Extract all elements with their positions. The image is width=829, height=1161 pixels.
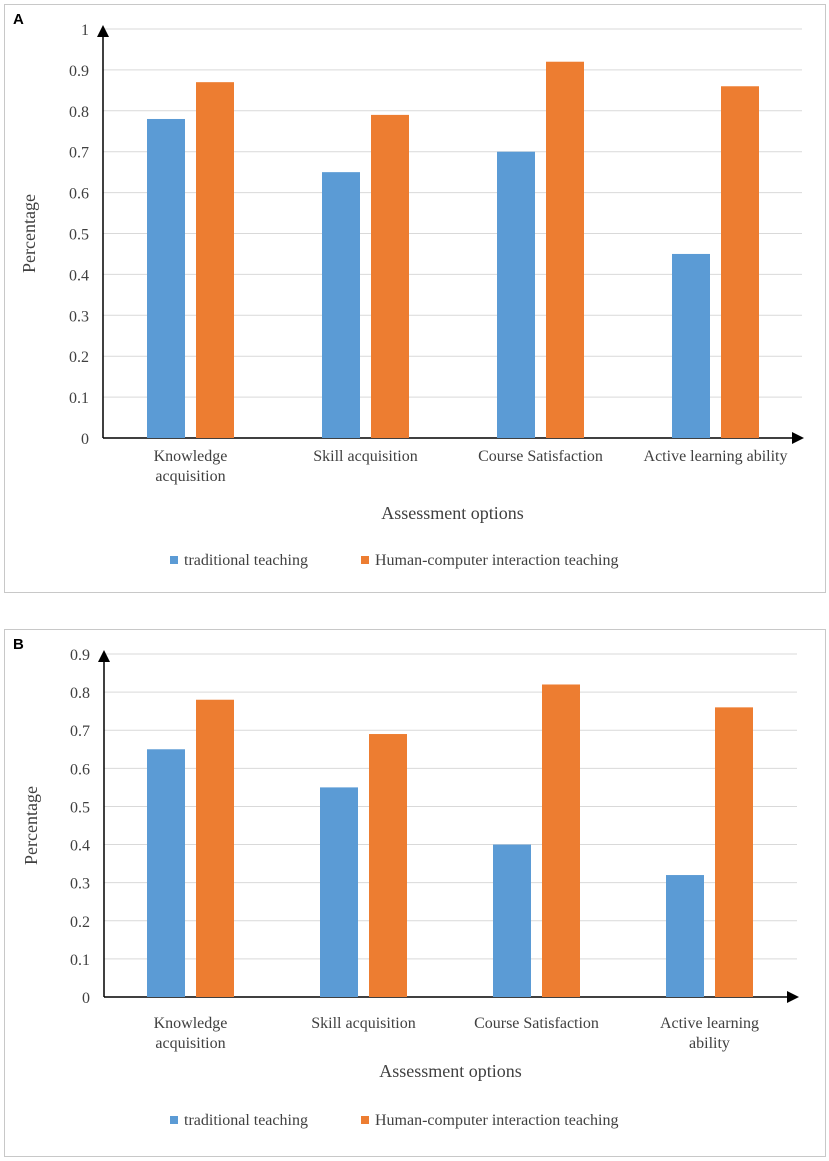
bar-b-s1-c0 xyxy=(196,699,234,997)
legend-swatch-a-s1 xyxy=(361,556,369,564)
bar-b-s0-c3 xyxy=(666,875,704,997)
legend-label-b-s1: Human-computer interaction teaching xyxy=(375,1112,618,1129)
y-tick-label-b: 0.8 xyxy=(70,685,90,702)
bar-a-s0-c3 xyxy=(672,253,710,438)
bar-b-s1-c2 xyxy=(542,684,580,997)
y-tick-label-b: 0.9 xyxy=(70,647,90,664)
x-category-label-b: ability xyxy=(689,1035,730,1052)
x-axis-title-b: Assessment options xyxy=(379,1061,522,1081)
x-category-label-a: acquisition xyxy=(155,468,225,485)
bar-a-s1-c1 xyxy=(371,114,409,438)
bar-a-s1-c3 xyxy=(721,86,759,438)
y-tick-label-b: 0.5 xyxy=(70,799,90,816)
x-category-label-b: Skill acquisition xyxy=(311,1015,415,1032)
bar-a-s1-c0 xyxy=(196,82,234,439)
y-tick-label-a: 0.4 xyxy=(69,267,89,284)
x-category-label-a: Course Satisfaction xyxy=(478,448,603,465)
bar-a-s0-c2 xyxy=(497,151,535,438)
x-axis-arrow-a xyxy=(792,432,804,444)
y-axis-arrow-b xyxy=(98,650,110,662)
x-axis-title-a: Assessment options xyxy=(381,503,524,523)
y-tick-label-b: 0.7 xyxy=(70,723,90,740)
x-category-label-b: acquisition xyxy=(155,1035,225,1052)
y-tick-label-a: 0.1 xyxy=(69,390,89,407)
chart-a-svg: 0 0.1 0.2 0.3 0.4 0.5 0.6 0.7 0.8 0.9 1 Knowledge ac… xyxy=(19,22,804,569)
chart-panel-a: A 0 0.1 0.2 0.3 0.4 0.5 0.6 0.7 0.8 0.9 1 Knowledge… xyxy=(4,4,826,593)
legend-swatch-b-s0 xyxy=(170,1116,178,1124)
y-tick-label-a: 0 xyxy=(81,431,89,448)
y-tick-label-a: 0.8 xyxy=(69,104,89,121)
panel-label-a: A xyxy=(13,11,24,28)
bar-b-s0-c0 xyxy=(147,749,185,997)
legend-label-a-s1: Human-computer interaction teaching xyxy=(375,552,618,569)
y-tick-label-b: 0 xyxy=(82,990,90,1007)
bar-a-s0-c0 xyxy=(147,118,185,438)
y-tick-label-a: 0.2 xyxy=(69,349,89,366)
bar-a-s1-c2 xyxy=(546,61,584,438)
x-category-label-a: Skill acquisition xyxy=(313,448,417,465)
bar-b-s0-c2 xyxy=(493,844,531,997)
y-axis-arrow-a xyxy=(97,25,109,37)
panel-label-b: B xyxy=(13,636,24,653)
y-tick-label-a: 0.7 xyxy=(69,145,89,162)
x-category-label-a: Active learning ability xyxy=(644,448,788,465)
x-category-label-b: Active learning xyxy=(660,1015,759,1032)
y-tick-label-b: 0.2 xyxy=(70,914,90,931)
y-tick-label-a: 0.6 xyxy=(69,186,89,203)
y-tick-label-a: 0.3 xyxy=(69,308,89,325)
y-tick-label-b: 0.1 xyxy=(70,952,90,969)
x-category-label-b: Course Satisfaction xyxy=(474,1015,599,1032)
chart-b-svg: 0 0.1 0.2 0.3 0.4 0.5 0.6 0.7 0.8 0.9 Knowledge acq… xyxy=(21,647,799,1129)
bar-a-s0-c1 xyxy=(322,172,360,438)
y-axis-title-a: Percentage xyxy=(19,194,39,273)
x-category-label-b: Knowledge xyxy=(154,1015,228,1032)
legend-label-b-s0: traditional teaching xyxy=(184,1112,308,1129)
bar-b-s0-c1 xyxy=(320,787,358,997)
y-tick-label-b: 0.4 xyxy=(70,838,90,855)
y-tick-label-a: 0.9 xyxy=(69,63,89,80)
y-axis-title-b: Percentage xyxy=(21,786,41,865)
y-tick-label-a: 0.5 xyxy=(69,227,89,244)
bar-b-s1-c1 xyxy=(369,734,407,997)
x-axis-arrow-b xyxy=(787,991,799,1003)
legend-swatch-a-s0 xyxy=(170,556,178,564)
y-tick-label-b: 0.3 xyxy=(70,876,90,893)
y-tick-label-a: 1 xyxy=(81,22,89,39)
legend-label-a-s0: traditional teaching xyxy=(184,552,308,569)
chart-panel-b: B 0 0.1 0.2 0.3 0.4 0.5 0.6 0.7 0.8 0.9 Knowledge a… xyxy=(4,629,826,1157)
x-category-label-a: Knowledge xyxy=(154,448,228,465)
legend-swatch-b-s1 xyxy=(361,1116,369,1124)
y-tick-label-b: 0.6 xyxy=(70,761,90,778)
bar-b-s1-c3 xyxy=(715,707,753,997)
